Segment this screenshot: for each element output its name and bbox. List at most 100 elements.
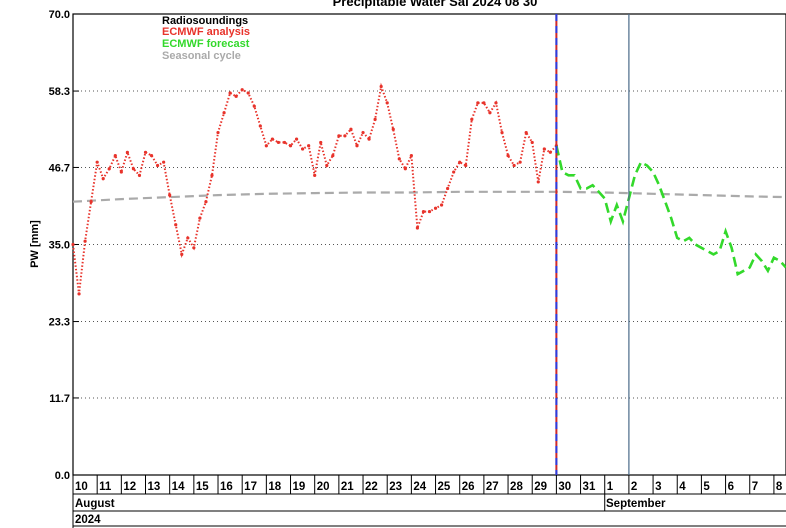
- legend-seasonal-cycle: Seasonal cycle: [162, 50, 241, 62]
- ecmwf-analysis-point: [319, 140, 323, 145]
- legend: Radiosoundings ECMWF analysis ECMWF fore…: [162, 15, 250, 62]
- x-tick-label-0: 10: [75, 481, 88, 493]
- x-tick-label-19: 29: [534, 481, 547, 493]
- ecmwf-analysis-point: [155, 163, 160, 168]
- ecmwf-analysis-point: [222, 111, 226, 115]
- x-tick-label-16: 26: [462, 481, 475, 493]
- ecmwf-analysis-point: [240, 88, 244, 92]
- x-tick-label-7: 17: [244, 481, 257, 493]
- ecmwf-analysis-point: [246, 91, 250, 95]
- x-tick-label-8: 18: [268, 481, 281, 493]
- ecmwf-analysis-point: [548, 150, 552, 154]
- ecmwf-analysis-point: [536, 180, 540, 184]
- ecmwf-analysis-point: [234, 94, 238, 98]
- ecmwf-analysis-point: [131, 167, 136, 171]
- ecmwf-forecast-line: [555, 145, 786, 277]
- ecmwf-analysis-point: [107, 167, 111, 171]
- ecmwf-analysis-point: [288, 144, 293, 148]
- ecmwf-analysis-point: [452, 170, 456, 174]
- x-tick-label-3: 13: [148, 481, 161, 493]
- x-tick-label-27: 6: [728, 481, 734, 493]
- ecmwf-analysis-point: [361, 130, 365, 135]
- x-tick-label-17: 27: [486, 481, 499, 493]
- x-tick-label-26: 5: [703, 481, 710, 493]
- ecmwf-analysis-point: [95, 160, 99, 164]
- ecmwf-analysis-point: [470, 117, 474, 121]
- ecmwf-analysis-point: [210, 173, 214, 177]
- ecmwf-analysis-point: [482, 101, 486, 105]
- y-tick-label-0: 0.0: [55, 470, 70, 482]
- ecmwf-analysis-point: [174, 223, 178, 227]
- x-tick-label-25: 4: [679, 481, 686, 493]
- ecmwf-analysis-point: [282, 140, 287, 145]
- ecmwf-analysis-point: [192, 246, 196, 250]
- ecmwf-analysis-point: [385, 101, 389, 105]
- x-tick-label-5: 15: [196, 481, 209, 493]
- legend-ecmwf-forecast: ECMWF forecast: [162, 38, 250, 50]
- year-label: 2024: [75, 514, 101, 526]
- ecmwf-analysis-point: [204, 200, 208, 204]
- ecmwf-analysis-point: [307, 144, 311, 148]
- ecmwf-analysis-point: [143, 150, 148, 154]
- x-tick-label-28: 7: [752, 481, 758, 493]
- ecmwf-analysis-point: [258, 124, 262, 128]
- ecmwf-analysis-point: [101, 177, 105, 181]
- ecmwf-analysis-point: [512, 163, 516, 168]
- ecmwf-analysis-point: [149, 153, 154, 158]
- x-tick-label-10: 20: [317, 481, 330, 493]
- month-label-september: September: [606, 498, 666, 510]
- ecmwf-analysis-point: [494, 101, 498, 105]
- x-tick-label-29: 8: [776, 481, 783, 493]
- ecmwf-analysis-point: [409, 153, 413, 158]
- x-tick-label-24: 3: [655, 481, 661, 493]
- y-tick-label-6: 70.0: [49, 9, 70, 21]
- ecmwf-analysis-point: [349, 127, 353, 131]
- ecmwf-analysis-point: [198, 216, 202, 220]
- x-tick-label-15: 25: [438, 481, 451, 493]
- ecmwf-analysis-line: [72, 82, 558, 295]
- ecmwf-analysis-point: [162, 160, 166, 164]
- ecmwf-analysis-point: [294, 137, 299, 141]
- x-tick-label-1: 11: [99, 481, 112, 493]
- ecmwf-analysis-point: [500, 130, 504, 135]
- x-tick-labels: 10 11 12 13 14 15 16 17 18 19 20 21 22 23 24 25 26 27 28 29…: [72, 475, 783, 494]
- ecmwf-analysis-point: [518, 160, 522, 164]
- ecmwf-analysis-point: [355, 144, 359, 148]
- ecmwf-analysis-point: [83, 239, 87, 243]
- ecmwf-analysis-point: [113, 153, 117, 158]
- ecmwf-analysis-point: [433, 206, 438, 210]
- y-tick-label-2: 23.3: [49, 317, 70, 329]
- month-label-august: August: [75, 498, 115, 510]
- ecmwf-analysis-point: [373, 117, 377, 121]
- y-tick-label-4: 46.7: [49, 162, 70, 174]
- x-tick-label-6: 16: [220, 481, 233, 493]
- ecmwf-analysis-point: [186, 236, 190, 240]
- x-tick-label-4: 14: [172, 481, 185, 493]
- ecmwf-analysis-point: [216, 130, 220, 135]
- ecmwf-analysis-point: [427, 209, 432, 214]
- y-tick-label-1: 11.7: [49, 393, 70, 405]
- ecmwf-analysis-point: [439, 203, 444, 207]
- ecmwf-analysis-point: [397, 157, 401, 161]
- ecmwf-analysis-point: [403, 167, 407, 171]
- time-markers: [555, 14, 630, 475]
- y-tick-labels: 0.0 11.7 23.3 35.0 46.7 58.3 70.0: [49, 9, 70, 482]
- ecmwf-analysis-point: [542, 147, 546, 151]
- y-axis-label: PW [mm]: [29, 220, 41, 268]
- ecmwf-analysis-point: [343, 134, 347, 138]
- chart-title: Precipitable Water Sal 2024 08 30: [333, 0, 538, 9]
- ecmwf-analysis-point: [476, 101, 480, 105]
- ecmwf-analysis-point: [464, 163, 468, 168]
- x-tick-label-23: 2: [631, 481, 637, 493]
- series-seasonal-cycle: [72, 190, 786, 203]
- ecmwf-analysis-point: [415, 226, 420, 230]
- x-tick-label-22: 1: [607, 481, 614, 493]
- ecmwf-analysis-point: [77, 292, 81, 296]
- ecmwf-analysis-point: [137, 173, 142, 177]
- ecmwf-analysis-point: [488, 111, 492, 115]
- ecmwf-analysis-point: [71, 242, 75, 247]
- x-tick-label-20: 30: [558, 481, 571, 493]
- x-tick-label-12: 22: [365, 481, 378, 493]
- y-tick-label-5: 58.3: [49, 86, 70, 98]
